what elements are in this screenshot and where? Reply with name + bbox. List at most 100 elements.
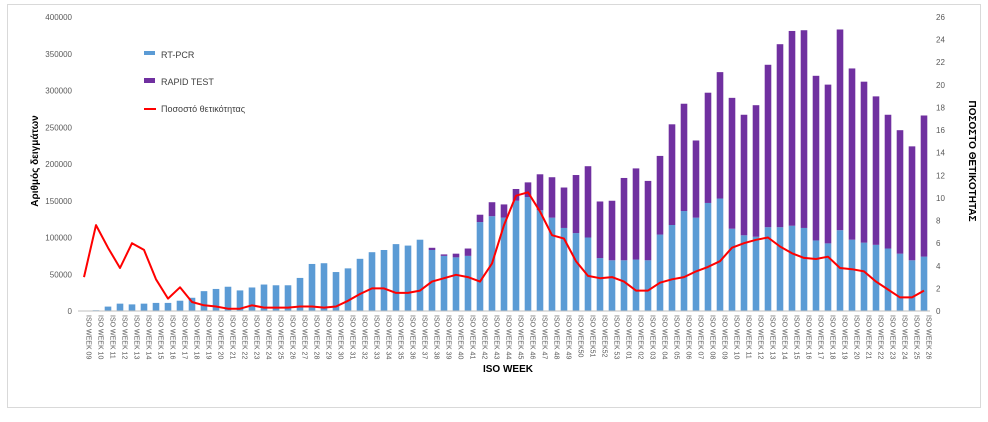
axes: ISO WEEK 09 ISO WEEK 10 ISO WEEK 11 ISO WEE…	[45, 13, 945, 359]
bar-rt-pcr	[656, 234, 664, 311]
x-tick-label: ISO WEEK 02	[637, 315, 644, 359]
bar-rt-pcr	[896, 253, 904, 311]
x-tick-label: ISO WEEK 19	[841, 315, 848, 359]
bar-rt-pcr	[392, 244, 400, 311]
bar-rt-pcr	[164, 302, 172, 311]
bar-rt-pcr	[140, 303, 148, 311]
y2-tick-label: 10	[936, 194, 945, 203]
bar-rt-pcr	[548, 217, 556, 311]
bar-rapid-test	[632, 168, 640, 260]
y-tick-label: 250000	[45, 123, 72, 132]
x-tick-label: ISO WEEK 07	[697, 315, 704, 359]
bar-rt-pcr	[500, 217, 508, 311]
bar-rt-pcr	[920, 256, 928, 311]
bar-rt-pcr	[536, 210, 544, 311]
x-tick-label: ISO WEEK 30	[337, 315, 344, 359]
x-tick-label: ISO WEEK 03	[649, 315, 656, 359]
bar-rt-pcr	[620, 260, 628, 311]
x-tick-label: ISO WEEK 31	[349, 315, 356, 359]
bar-rt-pcr	[908, 260, 916, 311]
bar-rapid-test	[848, 68, 856, 240]
x-tick-label: ISO WEEK 23	[253, 315, 260, 359]
x-tick-label: ISO WEEK 38	[433, 315, 440, 359]
bar-rt-pcr	[776, 227, 784, 311]
bar-rt-pcr	[608, 260, 616, 311]
x-tick-label: ISO WEEK 05	[673, 315, 680, 359]
bar-rt-pcr	[704, 202, 712, 311]
x-tick-label: ISO WEEK 41	[469, 315, 476, 359]
y2-tick-label: 12	[936, 171, 945, 180]
bar-rapid-test	[800, 30, 808, 228]
x-tick-label: ISO WEEK 09	[85, 315, 92, 359]
bar-rt-pcr	[284, 285, 292, 311]
x-tick-label: ISO WEEK 34	[385, 315, 392, 359]
bar-rt-pcr	[632, 259, 640, 311]
y2-tick-label: 2	[936, 284, 941, 293]
x-tick-label: ISO WEEK 25	[913, 315, 920, 359]
y2-tick-label: 26	[936, 13, 945, 22]
x-tick-label: ISO WEEK 42	[481, 315, 488, 359]
bar-rapid-test	[896, 130, 904, 254]
x-tick-label: ISO WEEK 17	[181, 315, 188, 359]
bar-rt-pcr	[524, 197, 532, 311]
x-tick-label: ISO WEEK 12	[757, 315, 764, 359]
x-tick-label: ISO WEEK 14	[781, 315, 788, 359]
bar-rapid-test	[548, 177, 556, 218]
bar-rapid-test	[740, 114, 748, 236]
x-tick-label: ISO WEEK 35	[397, 315, 404, 359]
legend-label-rapid-test: RAPID TEST	[161, 77, 214, 87]
bar-rapid-test	[560, 187, 568, 228]
x-tick-label: ISO WEEK 53	[613, 315, 620, 359]
y-tick-label: 300000	[45, 87, 72, 96]
x-tick-label: ISO WEEK 47	[541, 315, 548, 359]
line-positivity	[83, 191, 925, 310]
legend-label-rt-pcr: RT-PCR	[161, 50, 195, 60]
y2-axis-title: ΠΟΣΟΣΤΟ ΘΕΤΙΚΟΤΗΤΑΣ	[966, 100, 977, 221]
x-tick-label: ISO WEEK 25	[277, 315, 284, 359]
bar-rt-pcr	[788, 225, 796, 311]
bar-rt-pcr	[296, 277, 304, 311]
bar-rapid-test	[668, 124, 676, 226]
x-tick-label: ISO WEEK 21	[865, 315, 872, 359]
bar-rapid-test	[476, 214, 484, 223]
x-tick-label: ISO WEEK 01	[625, 315, 632, 359]
x-tick-label: ISO WEEK 24	[901, 315, 908, 359]
x-tick-label: ISO WEEK 45	[517, 315, 524, 359]
bar-rt-pcr	[800, 227, 808, 311]
bar-rt-pcr	[212, 288, 220, 311]
bar-rt-pcr	[752, 236, 760, 311]
bar-rt-pcr	[644, 260, 652, 311]
x-tick-label: ISO WEEK 22	[877, 315, 884, 359]
bar-rt-pcr	[200, 291, 208, 311]
x-tick-label: ISO WEEK 14	[145, 315, 152, 359]
x-tick-label: ISO WEEK 46	[529, 315, 536, 359]
x-tick-label: ISO WEEK 49	[565, 315, 572, 359]
x-tick-label: ISO WEEK 12	[121, 315, 128, 359]
bar-rt-pcr	[860, 242, 868, 311]
bar-rt-pcr	[248, 287, 256, 311]
plot-line	[83, 191, 925, 310]
x-tick-label: ISO WEEK 28	[313, 315, 320, 359]
legend-label-positivity: Ποσοστό θετικότητας	[161, 104, 246, 114]
legend-swatch-rapid-test	[144, 78, 155, 83]
bar-rt-pcr	[236, 290, 244, 311]
y2-tick-label: 8	[936, 217, 941, 226]
y-tick-label: 100000	[45, 234, 72, 243]
bar-rapid-test	[464, 248, 472, 256]
bar-rapid-test	[908, 146, 916, 261]
bar-rapid-test	[500, 204, 508, 218]
x-tick-label: ISO WEEK 40	[457, 315, 464, 359]
x-tick-label: ISO WEEK 10	[733, 315, 740, 359]
bar-rapid-test	[884, 114, 892, 249]
y2-tick-label: 22	[936, 58, 945, 67]
bar-rt-pcr	[344, 268, 352, 311]
x-tick-label: ISO WEEK 06	[685, 315, 692, 359]
bar-rt-pcr	[884, 248, 892, 311]
x-tick-label: ISO WEEK 32	[361, 315, 368, 359]
x-tick-label: ISO WEEK 15	[157, 315, 164, 359]
x-tick-label: ISO WEEK 13	[133, 315, 140, 359]
bar-rt-pcr	[464, 255, 472, 311]
x-tick-label: ISO WEEK 13	[769, 315, 776, 359]
x-axis-title: ISO WEEK	[483, 364, 534, 375]
bar-rt-pcr	[380, 249, 388, 311]
